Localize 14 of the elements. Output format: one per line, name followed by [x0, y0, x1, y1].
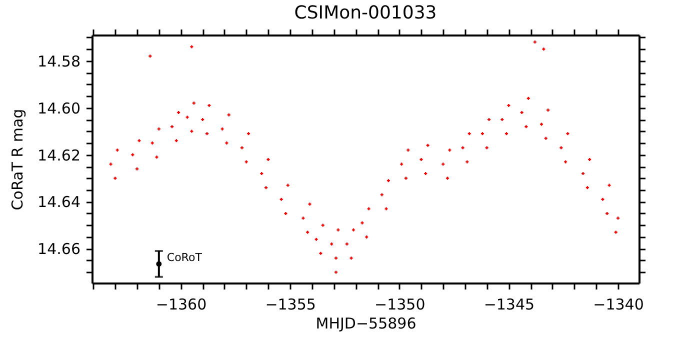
- y-tick-label: 14.58: [38, 52, 80, 70]
- y-axis-title: CoRaT R mag: [8, 108, 27, 210]
- x-axis-title: MHJD−55896: [316, 314, 416, 332]
- x-tick-label: −1345: [484, 296, 535, 314]
- series-label: CoRoT: [166, 250, 202, 264]
- chart-title: CSIMon-001033: [294, 2, 437, 24]
- x-tick-label: −1350: [374, 296, 426, 314]
- y-tick-label: 14.60: [38, 99, 80, 118]
- x-tick-label: −1360: [156, 296, 207, 314]
- y-tick-label: 14.66: [38, 240, 80, 258]
- x-tick-label: −1340: [593, 296, 644, 314]
- x-tick-label: −1355: [265, 296, 316, 314]
- y-tick-label: 14.62: [38, 146, 80, 164]
- y-tick-label: 14.64: [38, 193, 80, 212]
